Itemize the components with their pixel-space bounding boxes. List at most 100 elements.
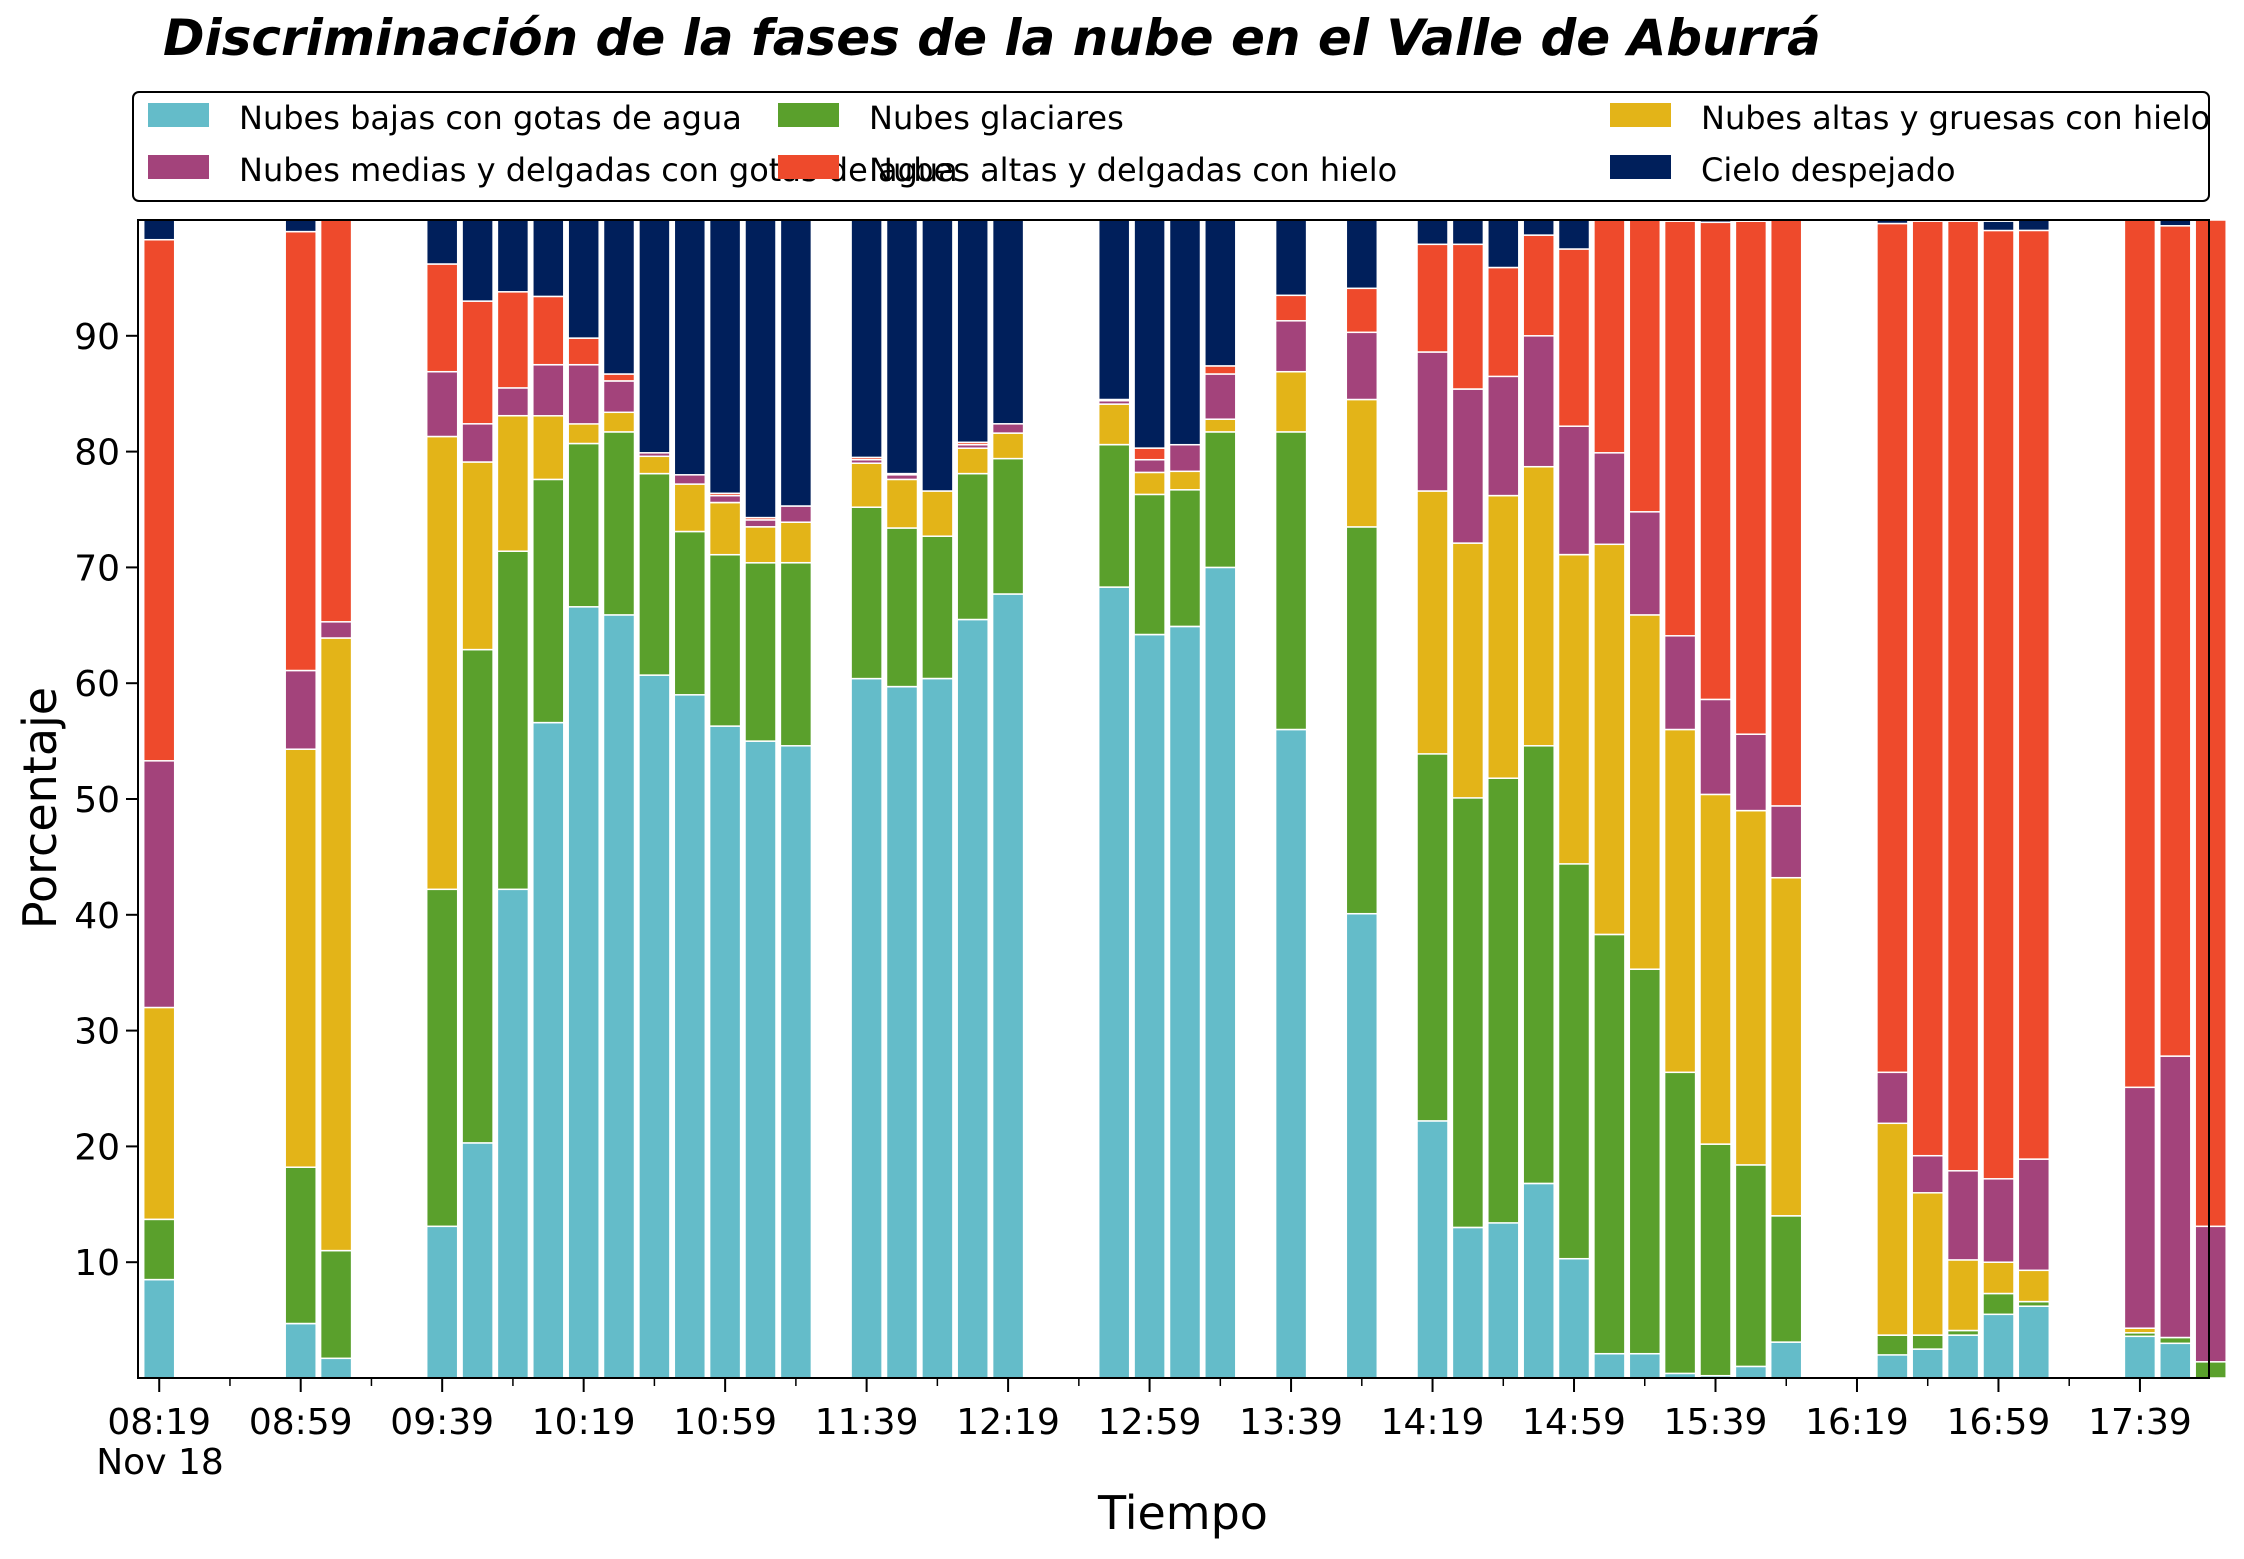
bar-segment-nubes-altas-y-delgadas-con-hielo: [1345, 287, 1379, 334]
bar-segment-nubes-altas-y-delgadas-con-hielo: [284, 230, 317, 672]
bar-segment-cielo-despejado: [1982, 220, 2015, 232]
bar-segment-nubes-medias-y-delgadas-con-gotas-de-agua: [1876, 1071, 1909, 1125]
bar-segment-nubes-glaciares: [673, 530, 707, 696]
bar-segment-nubes-medias-y-delgadas-con-gotas-de-agua: [2123, 1086, 2157, 1329]
bar-segment-cielo-despejado: [1451, 219, 1485, 246]
bar-segment-nubes-glaciares: [496, 550, 530, 891]
bar-segment-cielo-despejado: [532, 219, 565, 298]
bar-segment-nubes-altas-y-gruesas-con-hielo: [708, 501, 742, 556]
bar-segment-nubes-medias-y-delgadas-con-gotas-de-agua: [1522, 335, 1555, 468]
bar-segment-nubes-bajas-con-gotas-de-agua: [461, 1142, 494, 1379]
bar-segment-nubes-glaciares: [1522, 744, 1555, 1185]
bar-segment-nubes-altas-y-delgadas-con-hielo: [1274, 294, 1308, 322]
bar-segment-nubes-altas-y-delgadas-con-hielo: [1734, 220, 1768, 735]
bar-segment-nubes-altas-y-delgadas-con-hielo: [1487, 266, 1520, 378]
bar-segment-nubes-glaciares: [1593, 933, 1626, 1355]
bar-segment-nubes-altas-y-delgadas-con-hielo: [461, 300, 494, 425]
bar-segment-nubes-altas-y-gruesas-con-hielo: [1097, 403, 1131, 446]
bar-segment-cielo-despejado: [1416, 219, 1449, 246]
bar-segment-nubes-altas-y-delgadas-con-hielo: [1911, 220, 1944, 1157]
x-tick-label: 12:59: [1098, 1402, 1202, 1443]
bar-segment-nubes-altas-y-delgadas-con-hielo: [142, 238, 176, 762]
bar-segment-nubes-bajas-con-gotas-de-agua: [284, 1322, 317, 1379]
bar-segment-nubes-altas-y-gruesas-con-hielo: [1345, 398, 1379, 528]
bar-segment-nubes-altas-y-gruesas-con-hielo: [1593, 543, 1626, 936]
bar-segment-nubes-bajas-con-gotas-de-agua: [2123, 1335, 2157, 1379]
bar-segment-nubes-glaciares: [956, 472, 989, 621]
bar-segment-nubes-bajas-con-gotas-de-agua: [1204, 566, 1237, 1379]
bar-segment-nubes-bajas-con-gotas-de-agua: [779, 744, 813, 1379]
bar-segment-nubes-bajas-con-gotas-de-agua: [921, 677, 954, 1379]
bar-segment-nubes-bajas-con-gotas-de-agua: [1876, 1354, 1909, 1379]
bar-segment-nubes-altas-y-gruesas-con-hielo: [425, 435, 459, 891]
bar-segment-nubes-glaciares: [1911, 1334, 1944, 1350]
bar-segment-nubes-altas-y-delgadas-con-hielo: [2123, 219, 2157, 1089]
bar-segment-nubes-glaciares: [1557, 863, 1591, 1260]
bar-segment-nubes-medias-y-delgadas-con-gotas-de-agua: [1345, 331, 1379, 401]
bar-segment-nubes-glaciares: [461, 648, 494, 1144]
x-tick-label: 11:39: [815, 1402, 919, 1443]
bar-segment-cielo-despejado: [708, 219, 742, 495]
bar-segment-cielo-despejado: [744, 219, 777, 519]
bar-segment-nubes-glaciares: [1451, 797, 1485, 1229]
bar-segment-nubes-medias-y-delgadas-con-gotas-de-agua: [461, 423, 494, 463]
bar-segment-cielo-despejado: [779, 219, 813, 507]
bar-segment-cielo-despejado: [956, 219, 989, 444]
x-tick-label: 12:19: [956, 1402, 1060, 1443]
bar-segment-nubes-bajas-con-gotas-de-agua: [1911, 1348, 1944, 1379]
bar-segment-cielo-despejado: [850, 219, 883, 459]
legend-swatch: [1610, 155, 1671, 179]
bar-segment-nubes-altas-y-gruesas-con-hielo: [885, 478, 919, 529]
bar-segment-nubes-glaciares: [1734, 1164, 1768, 1368]
bar-segment-nubes-bajas-con-gotas-de-agua: [602, 614, 636, 1379]
bar-segment-nubes-medias-y-delgadas-con-gotas-de-agua: [142, 760, 176, 1009]
bar-segment-nubes-altas-y-delgadas-con-hielo: [2159, 225, 2192, 1057]
x-tick-label: 10:19: [532, 1402, 636, 1443]
bar-segment-nubes-glaciares: [567, 442, 600, 608]
bar-segment-nubes-medias-y-delgadas-con-gotas-de-agua: [496, 387, 530, 417]
legend-item-nubes-altas-y-gruesas-con-hielo: Nubes altas y gruesas con hielo: [1610, 99, 2210, 137]
legend-swatch: [778, 103, 839, 127]
bar-segment-nubes-altas-y-delgadas-con-hielo: [1946, 220, 1980, 1172]
bar-segment-nubes-altas-y-gruesas-con-hielo: [921, 490, 954, 537]
bar-segment-nubes-altas-y-delgadas-con-hielo: [1769, 219, 1803, 807]
bar-segment-nubes-bajas-con-gotas-de-agua: [1734, 1365, 1768, 1379]
bar-segment-nubes-glaciares: [425, 888, 459, 1228]
bars-group: [142, 219, 2227, 1379]
bar-segment-nubes-altas-y-gruesas-con-hielo: [1876, 1122, 1909, 1336]
bar-segment-nubes-glaciares: [885, 527, 919, 688]
bar-segment-nubes-altas-y-gruesas-con-hielo: [1416, 490, 1449, 755]
bar-segment-cielo-despejado: [673, 219, 707, 476]
bar-segment-cielo-despejado: [1487, 219, 1520, 269]
bar-segment-nubes-altas-y-gruesas-con-hielo: [1522, 465, 1555, 747]
bar-segment-cielo-despejado: [638, 219, 671, 454]
x-tick-label: 10:59: [673, 1402, 777, 1443]
bar-segment-nubes-glaciares: [1274, 431, 1308, 731]
bar-segment-nubes-altas-y-delgadas-con-hielo: [319, 219, 353, 623]
bar-segment-nubes-bajas-con-gotas-de-agua: [956, 618, 989, 1379]
y-tick-label: 40: [74, 896, 120, 937]
bar-segment-cielo-despejado: [1097, 219, 1131, 401]
bar-segment-nubes-bajas-con-gotas-de-agua: [991, 593, 1025, 1379]
x-tick-label: 14:19: [1381, 1402, 1485, 1443]
bar-segment-nubes-altas-y-delgadas-con-hielo: [1628, 219, 1662, 513]
bar-segment-nubes-glaciares: [1699, 1143, 1732, 1377]
bar-segment-nubes-bajas-con-gotas-de-agua: [2017, 1305, 2051, 1379]
bar-segment-nubes-bajas-con-gotas-de-agua: [1593, 1352, 1626, 1379]
bar-segment-nubes-medias-y-delgadas-con-gotas-de-agua: [602, 380, 636, 414]
bar-segment-nubes-bajas-con-gotas-de-agua: [142, 1278, 176, 1379]
bar-segment-nubes-altas-y-delgadas-con-hielo: [1663, 220, 1697, 637]
bar-segment-nubes-bajas-con-gotas-de-agua: [1946, 1334, 1980, 1379]
x-tick-label: 15:39: [1664, 1402, 1768, 1443]
bar-segment-nubes-glaciares: [1204, 431, 1237, 569]
bar-segment-nubes-medias-y-delgadas-con-gotas-de-agua: [2017, 1158, 2051, 1272]
bar-segment-nubes-altas-y-gruesas-con-hielo: [991, 432, 1025, 460]
plot-frame: [137, 219, 2210, 1379]
bar-segment-cielo-despejado: [991, 219, 1025, 425]
bar-segment-nubes-glaciares: [1982, 1292, 2015, 1316]
legend-swatch: [778, 155, 839, 179]
bar-segment-nubes-bajas-con-gotas-de-agua: [567, 606, 600, 1379]
x-axis: 08:19 08:59 09:39 10:19 10:59 11:39 12:19 12:59…: [107, 1378, 2192, 1443]
bar-segment-nubes-glaciares: [708, 553, 742, 727]
